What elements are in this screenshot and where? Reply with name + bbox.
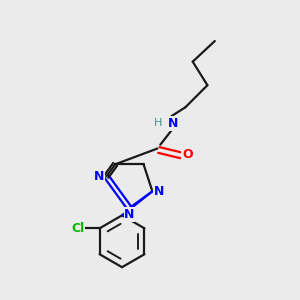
Text: N: N <box>124 208 135 221</box>
Text: H: H <box>154 118 162 128</box>
Text: N: N <box>167 117 178 130</box>
Text: N: N <box>94 170 104 183</box>
Text: O: O <box>182 148 193 161</box>
Text: N: N <box>154 185 164 198</box>
Text: Cl: Cl <box>71 222 84 235</box>
